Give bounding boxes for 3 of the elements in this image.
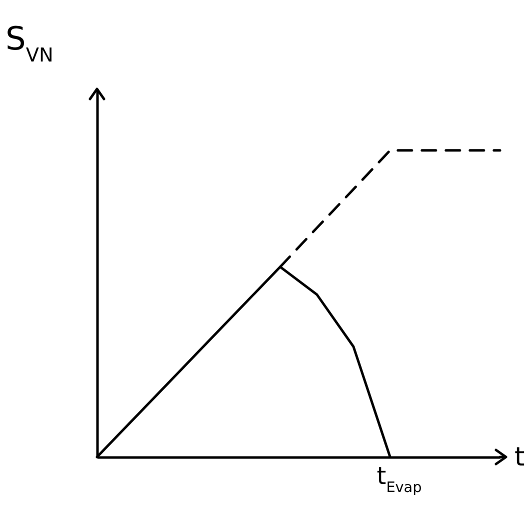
text: t$_{Evap}$ bbox=[376, 462, 422, 496]
y-axis-title: S$_{VN}$ bbox=[6, 20, 54, 66]
x-axis-title: t bbox=[514, 442, 525, 472]
